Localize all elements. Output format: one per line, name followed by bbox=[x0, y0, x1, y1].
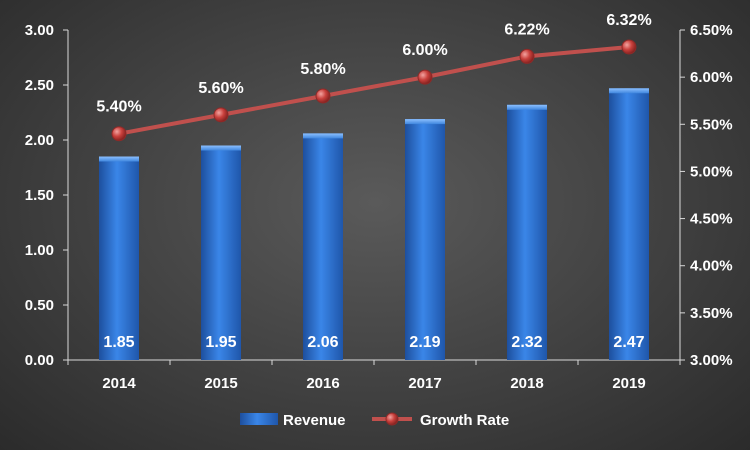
growth-line bbox=[111, 39, 637, 142]
y-right-tick-label: 6.00% bbox=[690, 69, 733, 86]
axes: 0.00 0.50 1.00 1.50 2.00 2.50 3.00 3.00% 3.50% 4.… bbox=[25, 22, 733, 392]
y-right-tick-label: 4.50% bbox=[690, 211, 733, 228]
growth-rate-point bbox=[519, 48, 535, 64]
growth-data-label: 5.40% bbox=[96, 99, 141, 116]
revenue-bar-top bbox=[507, 104, 547, 110]
revenue-bar-top bbox=[99, 156, 139, 162]
growth-data-label: 6.00% bbox=[402, 42, 447, 59]
growth-rate-point bbox=[621, 39, 637, 55]
growth-rate-point bbox=[111, 126, 127, 142]
growth-rate-point bbox=[315, 88, 331, 104]
y-right-tick-label: 5.50% bbox=[690, 116, 733, 133]
growth-data-label: 6.32% bbox=[606, 12, 651, 29]
legend-growth-label: Growth Rate bbox=[420, 412, 509, 429]
revenue-data-label: 2.06 bbox=[307, 334, 338, 351]
revenue-data-label: 1.85 bbox=[103, 334, 134, 351]
revenue-data-label: 2.19 bbox=[409, 334, 440, 351]
y-left-tick-label: 1.00 bbox=[25, 242, 54, 259]
legend-revenue-swatch bbox=[240, 413, 278, 425]
x-tick-label: 2017 bbox=[408, 375, 441, 392]
growth-rate-line bbox=[118, 44, 630, 136]
revenue-data-label: 2.32 bbox=[511, 334, 542, 351]
y-left-tick-label: 2.00 bbox=[25, 132, 54, 149]
revenue-bar bbox=[99, 156, 139, 360]
y-right-tick-label: 4.00% bbox=[690, 258, 733, 275]
y-right-tick-label: 3.50% bbox=[690, 305, 733, 322]
growth-rate-point bbox=[417, 69, 433, 85]
growth-data-label: 6.22% bbox=[504, 21, 549, 38]
y-right-tick-label: 3.00% bbox=[690, 352, 733, 369]
revenue-bar bbox=[507, 104, 547, 360]
legend-revenue-label: Revenue bbox=[283, 412, 346, 429]
data-labels: 1.85 1.95 2.06 2.19 2.32 2.47 5.40% 5.60% 5.80% 6… bbox=[96, 12, 651, 351]
revenue-bar-top bbox=[609, 88, 649, 94]
x-tick-label: 2019 bbox=[612, 375, 645, 392]
growth-data-label: 5.80% bbox=[300, 61, 345, 78]
y-right-tick-label: 5.00% bbox=[690, 163, 733, 180]
revenue-data-label: 1.95 bbox=[205, 334, 236, 351]
y-left-tick-label: 2.50 bbox=[25, 77, 54, 94]
revenue-data-label: 2.47 bbox=[613, 334, 644, 351]
growth-data-label: 5.60% bbox=[198, 80, 243, 97]
revenue-bar bbox=[303, 133, 343, 360]
growth-rate-point bbox=[213, 107, 229, 123]
revenue-bar bbox=[609, 88, 649, 361]
legend-growth-marker bbox=[385, 412, 399, 426]
x-tick-label: 2018 bbox=[510, 375, 543, 392]
revenue-bar bbox=[405, 119, 445, 360]
legend: Revenue Growth Rate bbox=[240, 412, 509, 429]
revenue-bar bbox=[201, 145, 241, 360]
y-left-tick-label: 3.00 bbox=[25, 22, 54, 39]
revenue-bar-top bbox=[201, 145, 241, 151]
x-tick-label: 2016 bbox=[306, 375, 339, 392]
bars bbox=[99, 88, 649, 361]
revenue-bar-top bbox=[303, 133, 343, 139]
revenue-bar-top bbox=[405, 119, 445, 125]
y-right-tick-label: 6.50% bbox=[690, 22, 733, 39]
x-tick-label: 2014 bbox=[102, 375, 136, 392]
y-left-tick-label: 0.50 bbox=[25, 297, 54, 314]
y-left-tick-label: 1.50 bbox=[25, 187, 54, 204]
y-left-tick-label: 0.00 bbox=[25, 352, 54, 369]
x-tick-label: 2015 bbox=[204, 375, 237, 392]
